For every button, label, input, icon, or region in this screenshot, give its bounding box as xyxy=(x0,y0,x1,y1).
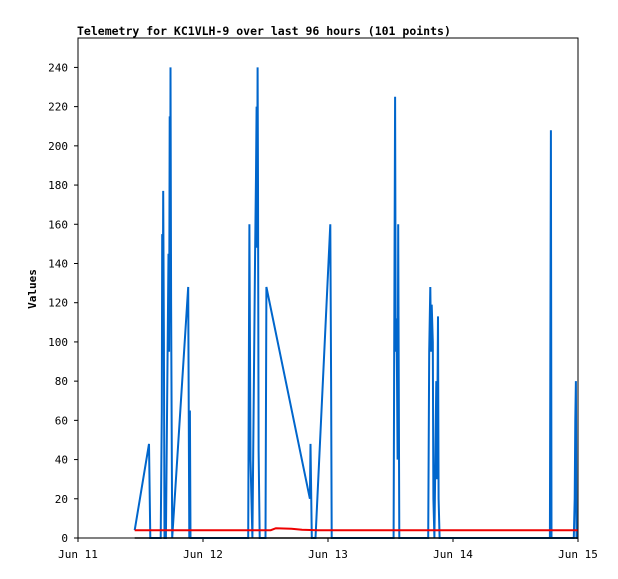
x-tick-label: Jun 15 xyxy=(558,548,598,561)
x-axis: Jun 11 Jun 12 Jun 13 Jun 14 Jun 15 xyxy=(58,538,598,561)
y-tick-label: 120 xyxy=(48,297,68,310)
x-tick-label: Jun 12 xyxy=(183,548,223,561)
y-tick-label: 60 xyxy=(55,414,68,427)
chart-title: Telemetry for KC1VLH-9 over last 96 hour… xyxy=(77,24,451,38)
y-tick-label: 200 xyxy=(48,140,68,153)
x-tick-label: Jun 14 xyxy=(433,548,473,561)
y-tick-label: 180 xyxy=(48,179,68,192)
y-tick-label: 40 xyxy=(55,454,68,467)
y-axis-title: Values xyxy=(26,269,39,309)
y-tick-label: 0 xyxy=(61,532,68,545)
y-tick-label: 80 xyxy=(55,375,68,388)
y-tick-label: 240 xyxy=(48,61,68,74)
series-line-1 xyxy=(133,67,578,539)
x-tick-label: Jun 13 xyxy=(308,548,348,561)
y-axis: 0 20 40 60 80 100 120 140 160 180 200 220 240 xyxy=(48,61,78,545)
y-tick-label: 160 xyxy=(48,218,68,231)
series-line-2 xyxy=(134,527,578,532)
y-tick-label: 20 xyxy=(55,493,68,506)
y-tick-label: 220 xyxy=(48,101,68,114)
y-tick-label: 100 xyxy=(48,336,68,349)
series-lines xyxy=(133,67,578,539)
y-tick-label: 140 xyxy=(48,257,68,270)
x-tick-label: Jun 11 xyxy=(58,548,98,561)
